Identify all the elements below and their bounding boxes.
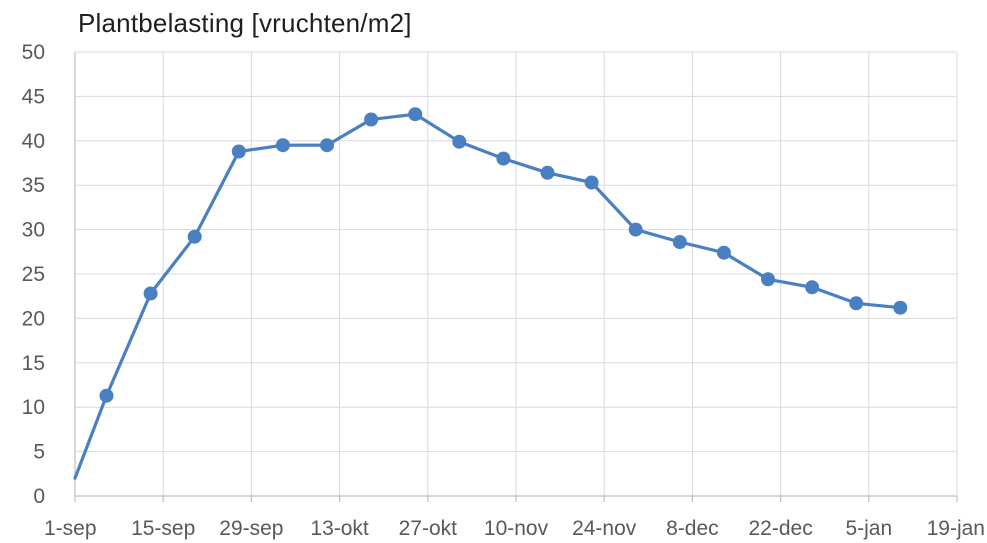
- x-tick-label: 24-nov: [572, 517, 637, 540]
- y-tick-label: 45: [22, 85, 45, 108]
- data-point: [893, 300, 908, 315]
- x-tick-label: 10-nov: [484, 517, 549, 540]
- axes: [74, 52, 958, 502]
- data-point: [849, 296, 864, 311]
- y-tick-label: 10: [22, 396, 45, 419]
- y-tick-label: 15: [22, 352, 45, 375]
- y-tick-label: 30: [22, 219, 45, 242]
- data-point: [187, 229, 202, 244]
- y-tick-label: 5: [33, 441, 45, 464]
- data-point: [452, 134, 467, 149]
- data-point: [672, 235, 687, 249]
- y-tick-label: 50: [22, 41, 45, 64]
- y-tick-label: 0: [33, 485, 45, 508]
- data-point: [628, 222, 643, 237]
- chart-title: Plantbelasting [vruchten/m2]: [78, 8, 412, 38]
- data-point: [540, 165, 555, 180]
- y-tick-label: 35: [22, 174, 45, 197]
- x-tick-label: 13-okt: [310, 517, 369, 540]
- y-tick-label: 20: [22, 307, 45, 330]
- x-tick-label: 22-dec: [748, 517, 812, 540]
- x-tick-label: 27-okt: [399, 517, 458, 540]
- x-axis-tick-labels: 1-sep 15-sep 29-sep 13-okt 27-okt 10-nov 24-no…: [44, 517, 985, 540]
- series-line: [73, 112, 902, 480]
- x-tick-label: 19-jan: [927, 517, 985, 540]
- data-point: [275, 138, 290, 153]
- data-point: [408, 107, 423, 122]
- x-tick-label: 1-sep: [44, 517, 97, 540]
- y-tick-label: 25: [22, 263, 45, 286]
- data-point: [364, 112, 379, 127]
- x-tick-label: 5-jan: [845, 517, 892, 540]
- data-point: [320, 138, 334, 153]
- data-point: [584, 175, 599, 190]
- data-point: [805, 280, 820, 295]
- gridlines: [75, 51, 958, 496]
- x-tick-label: 8-dec: [666, 517, 719, 540]
- data-point: [761, 272, 775, 287]
- data-point: [99, 388, 114, 403]
- data-point: [231, 144, 246, 159]
- y-tick-label: 40: [22, 130, 45, 153]
- data-point: [716, 245, 731, 260]
- y-axis-tick-labels: 0 5 10 15 20 25 30 35 40 45 50: [22, 41, 45, 508]
- data-series: [73, 107, 908, 480]
- x-tick-label: 29-sep: [219, 517, 283, 540]
- data-point: [496, 151, 511, 166]
- x-tick-label: 15-sep: [131, 517, 195, 540]
- data-point: [143, 286, 158, 301]
